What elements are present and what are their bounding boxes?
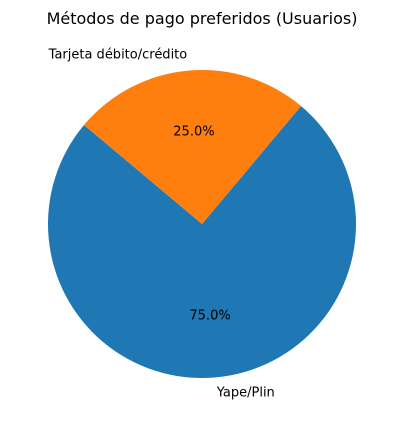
slice-label-2: Tarjeta débito/crédito	[48, 48, 188, 63]
slices-layer	[47, 70, 356, 378]
pie-slice-2	[84, 70, 301, 224]
chart-title: Métodos de pago preferidos (Usuarios)	[47, 9, 358, 28]
slice-percent-label-2: 25.0%	[173, 124, 214, 139]
pie-slice-1	[47, 106, 356, 378]
labels-layer: Yape/Plin 75.0% Tarjeta débito/crédito 25.0…	[48, 48, 275, 401]
slice-label-1: Yape/Plin	[216, 385, 275, 400]
slice-percent-label-1: 75.0%	[189, 309, 230, 324]
